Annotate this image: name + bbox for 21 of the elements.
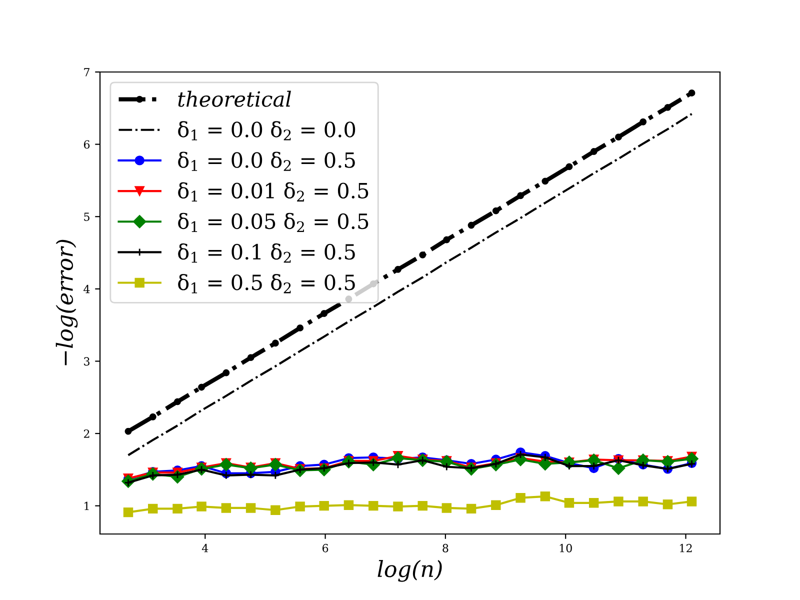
legend-label: δ$_{1}$ = 0.5 δ$_{2}$ = 0.5 <box>178 274 355 294</box>
legend-label: δ$_{1}$ = 0.01 δ$_{2}$ = 0.5 <box>178 182 368 202</box>
legend-label: δ$_{1}$ = 0.05 δ$_{2}$ = 0.5 <box>178 212 368 232</box>
y-tick-label: 5 <box>84 212 90 221</box>
legend-label: theoretical <box>178 90 291 107</box>
x-tick-label: 4 <box>202 544 208 552</box>
y-tick-label: 3 <box>84 357 90 366</box>
x-axis-title: log(n) <box>378 560 442 582</box>
y-tick-label: 1 <box>84 502 89 510</box>
x-tick-label: 8 <box>442 544 448 552</box>
y-tick-label: 7 <box>84 68 90 76</box>
y-tick-label: 2 <box>84 429 90 438</box>
y-tick-label: 6 <box>84 140 90 149</box>
x-tick-label: 6 <box>322 544 328 552</box>
legend-label: δ$_{1}$ = 0.1 δ$_{2}$ = 0.5 <box>178 243 355 263</box>
legend-label: δ$_{1}$ = 0.0 δ$_{2}$ = 0.0 <box>178 121 356 140</box>
y-axis-title: −log(error) <box>56 240 78 366</box>
x-tick-label: 12 <box>680 544 692 552</box>
y-tick-label: 4 <box>84 284 90 294</box>
x-tick-label: 10 <box>560 544 572 552</box>
legend-label: δ$_{1}$ = 0.0 δ$_{2}$ = 0.5 <box>178 152 355 171</box>
